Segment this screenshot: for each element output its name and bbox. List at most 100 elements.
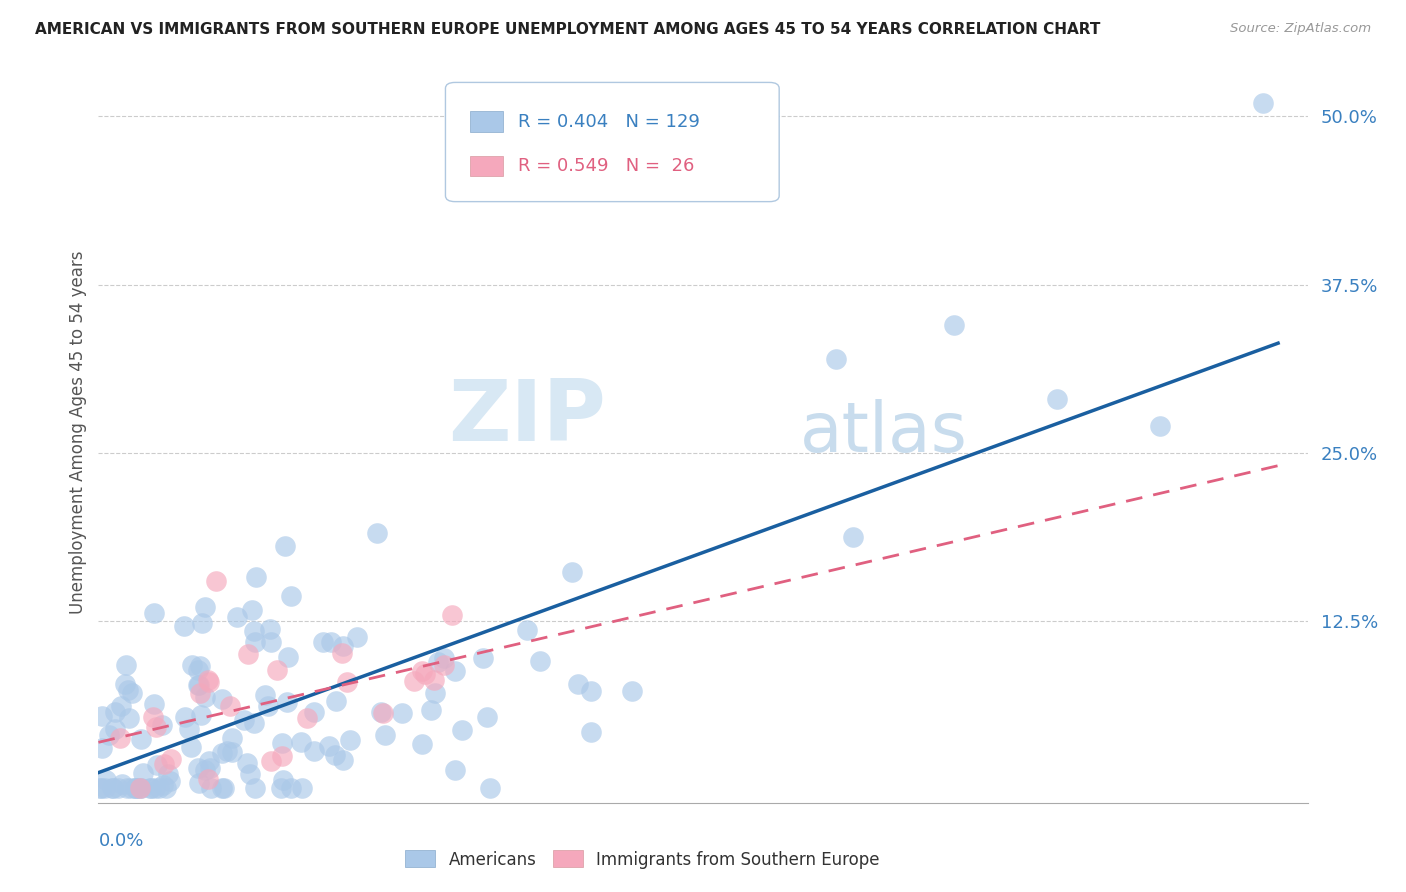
Text: R = 0.549   N =  26: R = 0.549 N = 26 — [517, 157, 695, 175]
Point — [256, 699, 278, 714]
Point — [304, 744, 326, 758]
Point — [444, 763, 467, 777]
Point — [129, 780, 152, 795]
Point — [143, 606, 166, 620]
Point — [200, 761, 222, 775]
Point — [240, 602, 263, 616]
Point — [243, 624, 266, 638]
Point — [472, 651, 495, 665]
Point — [581, 724, 603, 739]
Point — [211, 780, 233, 795]
Legend: Americans, Immigrants from Southern Europe: Americans, Immigrants from Southern Euro… — [405, 850, 880, 869]
Point — [529, 654, 551, 668]
Point — [419, 704, 441, 718]
Point — [270, 736, 292, 750]
Point — [153, 756, 176, 771]
Point — [180, 658, 202, 673]
Y-axis label: Unemployment Among Ages 45 to 54 years: Unemployment Among Ages 45 to 54 years — [69, 251, 87, 615]
Point — [139, 780, 162, 795]
Point — [242, 716, 264, 731]
Point — [103, 780, 125, 795]
Point — [291, 780, 314, 795]
Point — [325, 694, 347, 708]
Point — [332, 753, 354, 767]
Point — [142, 697, 165, 711]
Point — [114, 677, 136, 691]
Point — [91, 709, 114, 723]
Point — [104, 705, 127, 719]
Point — [561, 565, 583, 579]
Point — [150, 718, 173, 732]
Point — [1046, 392, 1069, 406]
Point — [145, 720, 167, 734]
Point — [346, 630, 368, 644]
Point — [173, 618, 195, 632]
Point — [325, 747, 347, 762]
Point — [280, 780, 302, 795]
Point — [266, 663, 288, 677]
Point — [270, 780, 292, 795]
Point — [190, 686, 212, 700]
Point — [188, 659, 211, 673]
Point — [107, 780, 129, 795]
Point — [148, 780, 170, 795]
Point — [271, 772, 294, 787]
Text: atlas: atlas — [800, 399, 967, 467]
Point — [253, 689, 276, 703]
Point — [98, 728, 121, 742]
Point — [120, 780, 142, 795]
Point — [443, 664, 465, 678]
Point — [219, 698, 242, 713]
Point — [89, 780, 111, 795]
Point — [131, 766, 153, 780]
Point — [179, 722, 201, 736]
Point — [117, 780, 139, 795]
Point — [205, 574, 228, 588]
Point — [188, 776, 211, 790]
Point — [277, 650, 299, 665]
Point — [290, 735, 312, 749]
Point — [942, 318, 965, 332]
Text: AMERICAN VS IMMIGRANTS FROM SOUTHERN EUROPE UNEMPLOYMENT AMONG AGES 45 TO 54 YEA: AMERICAN VS IMMIGRANTS FROM SOUTHERN EUR… — [35, 22, 1101, 37]
Text: R = 0.404   N = 129: R = 0.404 N = 129 — [517, 112, 700, 130]
Point — [371, 706, 394, 721]
Point — [91, 741, 114, 756]
Point — [245, 570, 267, 584]
Point — [516, 624, 538, 638]
Point — [96, 772, 118, 787]
Point — [117, 683, 139, 698]
Point — [842, 530, 865, 544]
Point — [1149, 418, 1171, 433]
Point — [235, 756, 257, 770]
Point — [427, 655, 450, 669]
Point — [121, 686, 143, 700]
Point — [191, 615, 214, 630]
Point — [187, 761, 209, 775]
Point — [197, 772, 219, 786]
Point — [194, 690, 217, 704]
Point — [391, 706, 413, 720]
Point — [100, 780, 122, 795]
Point — [125, 780, 148, 795]
Point — [104, 722, 127, 736]
Point — [211, 691, 233, 706]
Point — [188, 678, 211, 692]
Point — [295, 711, 318, 725]
Bar — [470, 156, 503, 177]
Point — [221, 731, 243, 745]
Point — [211, 747, 233, 761]
Point — [374, 728, 396, 742]
Point — [441, 608, 464, 623]
Point — [115, 658, 138, 673]
Point — [259, 622, 281, 636]
Point — [128, 780, 150, 795]
Point — [194, 764, 217, 778]
Point — [111, 776, 134, 790]
Point — [425, 686, 447, 700]
Point — [280, 590, 302, 604]
Point — [145, 757, 167, 772]
Point — [567, 676, 589, 690]
Point — [411, 738, 433, 752]
Point — [239, 767, 262, 781]
Point — [411, 664, 433, 678]
